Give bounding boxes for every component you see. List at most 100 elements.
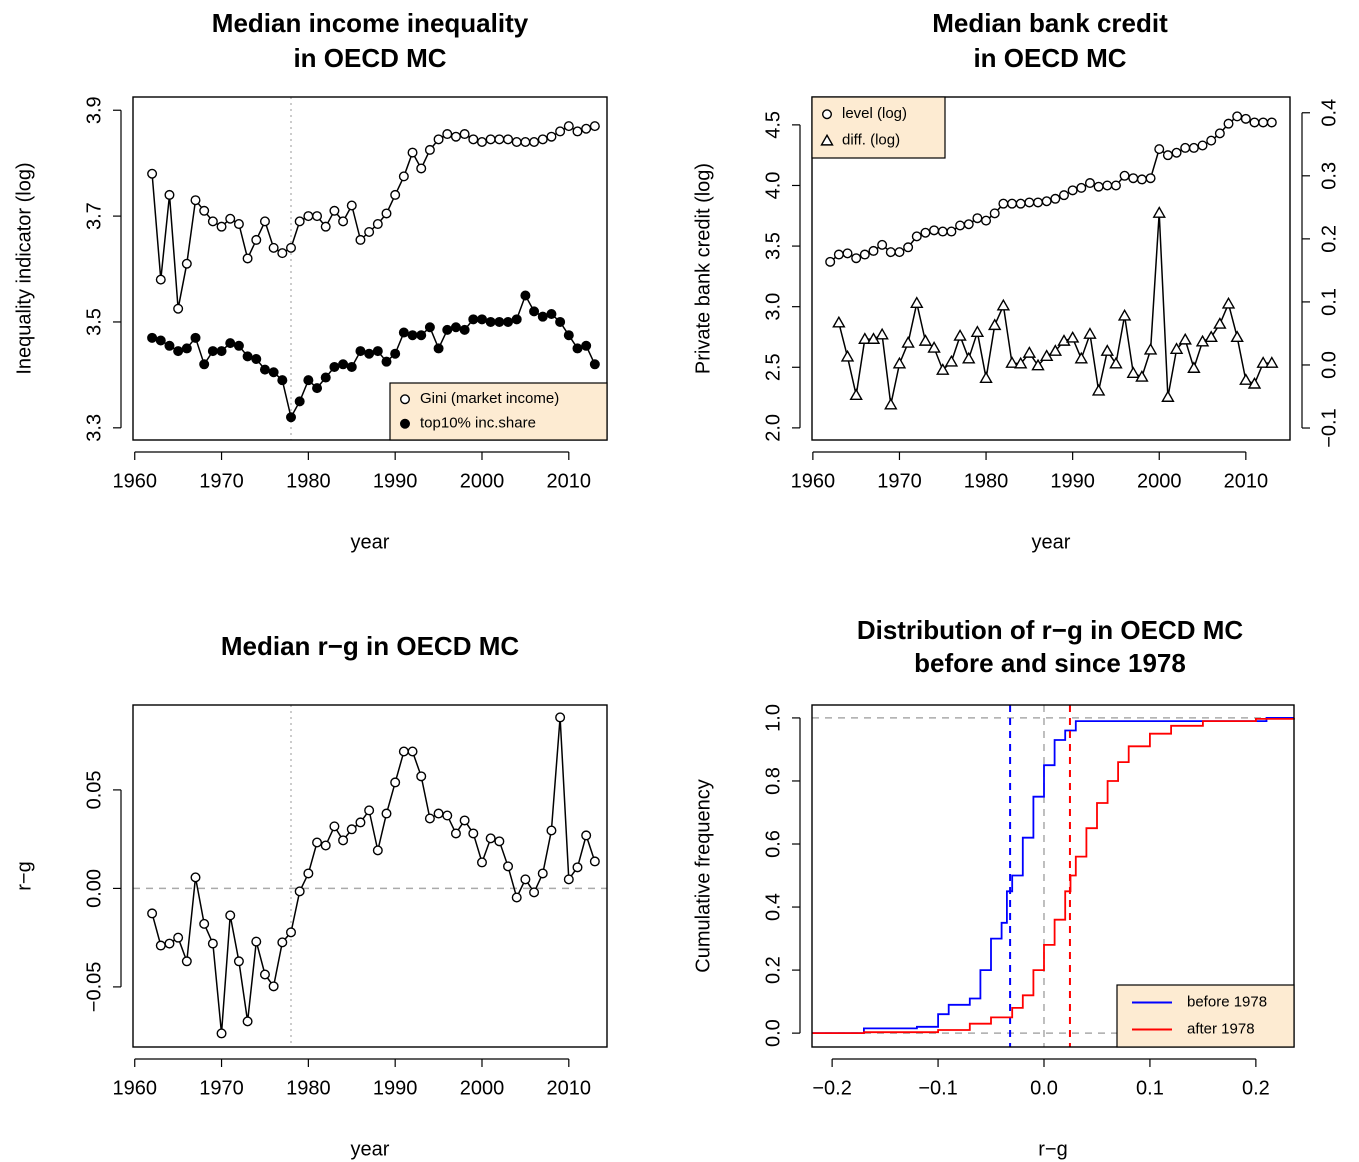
data-point — [1265, 356, 1279, 368]
data-point — [546, 825, 557, 836]
data-point — [251, 936, 262, 947]
data-point — [1136, 174, 1147, 185]
data-point — [1232, 111, 1243, 122]
data-point — [563, 874, 574, 885]
data-point — [372, 845, 383, 856]
data-point — [459, 324, 470, 335]
data-point — [1258, 117, 1269, 128]
y-tick-label: 3.5 — [83, 308, 105, 336]
data-point — [511, 314, 522, 325]
data-point — [589, 856, 600, 867]
data-point — [294, 886, 305, 897]
data-point — [1162, 150, 1173, 161]
data-point — [424, 144, 435, 155]
legend-symbol — [400, 418, 411, 429]
data-point — [372, 219, 383, 230]
data-point — [1091, 383, 1106, 396]
legend-label: level (log) — [842, 105, 907, 122]
data-point — [911, 231, 922, 242]
y2-tick-label: 0.3 — [1318, 162, 1340, 190]
data-point — [1247, 376, 1262, 389]
data-point — [581, 340, 592, 351]
data-point — [868, 245, 879, 256]
y-axis-title: Cumulative frequency — [692, 779, 714, 972]
data-point — [1033, 197, 1044, 208]
x-tick-label: 1970 — [199, 470, 244, 492]
data-point — [485, 134, 496, 145]
data-point — [503, 316, 514, 327]
y-tick-label: 3.0 — [762, 293, 784, 321]
legend-label: Gini (market income) — [420, 390, 559, 407]
data-point — [1213, 317, 1227, 329]
data-point — [520, 290, 531, 301]
data-point — [1065, 330, 1080, 343]
data-point — [927, 341, 941, 353]
data-point — [1074, 351, 1089, 364]
data-point — [459, 815, 470, 826]
y-tick-label: 0.05 — [83, 770, 105, 809]
x-axis-title: year — [1032, 531, 1071, 553]
x-tick-label: 1960 — [791, 470, 836, 492]
data-point — [381, 808, 392, 819]
data-point — [251, 354, 262, 365]
data-point — [233, 219, 244, 230]
data-point — [1154, 144, 1165, 155]
data-point — [155, 940, 166, 951]
data-point — [268, 981, 279, 992]
data-point — [963, 219, 974, 230]
data-point — [398, 171, 409, 182]
x-tick-label: 1960 — [112, 470, 157, 492]
data-point — [1171, 147, 1182, 158]
legend-box — [1116, 984, 1295, 1048]
data-point — [251, 234, 262, 245]
data-point — [381, 208, 392, 219]
data-point — [181, 956, 192, 967]
data-point — [944, 354, 959, 367]
data-point — [529, 136, 540, 147]
x-tick-label: −0.1 — [918, 1077, 957, 1099]
data-point — [1117, 308, 1132, 321]
data-point — [1145, 173, 1156, 184]
data-point — [555, 126, 566, 137]
data-point — [225, 338, 236, 349]
data-point — [303, 375, 314, 386]
data-point — [572, 862, 583, 873]
chart-title: Median income inequality — [212, 8, 529, 38]
data-point — [147, 168, 158, 179]
data-point — [929, 225, 940, 236]
data-point — [286, 242, 297, 253]
data-point — [233, 340, 244, 351]
data-point — [537, 134, 548, 145]
data-point — [346, 361, 357, 372]
data-point — [1240, 113, 1251, 124]
chart-title: Distribution of r−g in OECD MC — [857, 615, 1244, 645]
data-point — [355, 817, 366, 828]
y-tick-label: 3.9 — [83, 96, 105, 124]
data-point — [416, 771, 427, 782]
x-tick-label: 1980 — [286, 470, 331, 492]
chart-title: before and since 1978 — [914, 648, 1186, 678]
data-point — [892, 356, 907, 369]
x-tick-label: 1970 — [199, 1077, 244, 1099]
data-point — [1083, 327, 1097, 339]
data-point — [181, 258, 192, 269]
data-point — [147, 908, 158, 919]
data-point — [476, 136, 487, 147]
data-point — [312, 211, 323, 222]
legend-label: before 1978 — [1187, 993, 1267, 1010]
x-tick-label: 1980 — [286, 1077, 331, 1099]
data-point — [268, 367, 279, 378]
x-tick-label: 0.2 — [1242, 1077, 1270, 1099]
data-point — [1180, 142, 1191, 153]
data-point — [207, 346, 218, 357]
data-point — [173, 303, 184, 314]
data-point — [416, 330, 427, 341]
y-tick-label: 3.3 — [83, 414, 105, 442]
data-point — [346, 824, 357, 835]
data-point — [164, 189, 175, 200]
data-point — [555, 712, 566, 723]
data-point — [164, 340, 175, 351]
data-point — [1206, 135, 1217, 146]
data-point — [529, 887, 540, 898]
data-point — [1204, 330, 1218, 343]
